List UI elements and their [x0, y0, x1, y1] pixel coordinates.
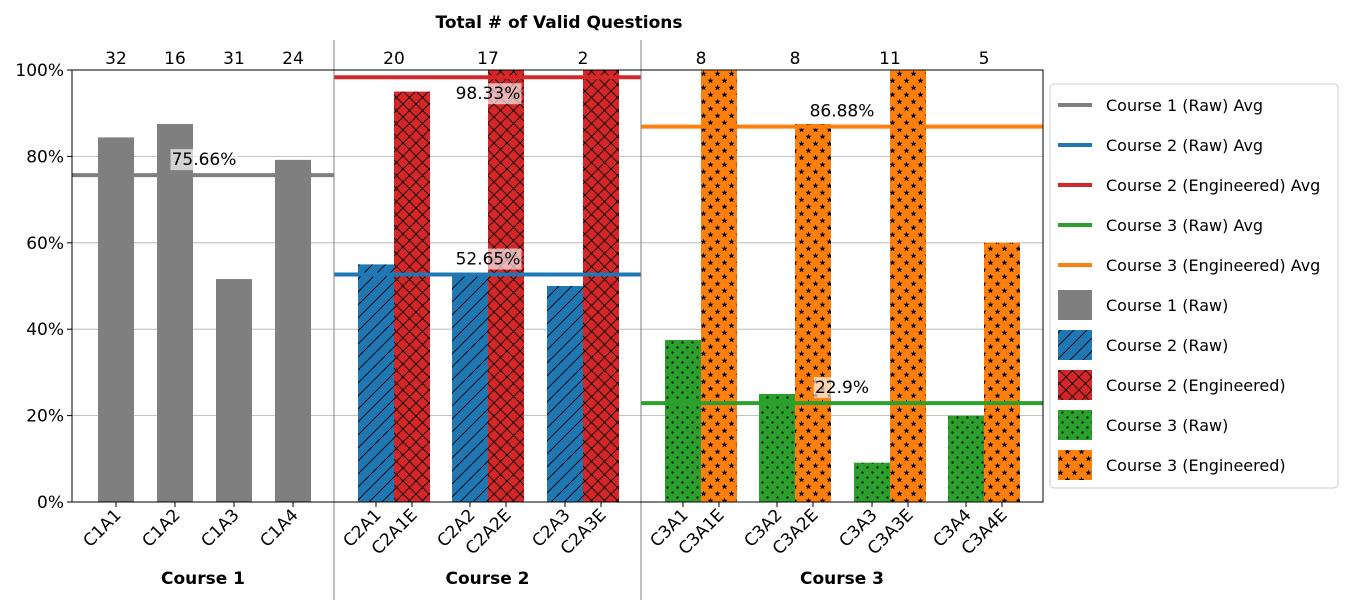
legend-label: Course 3 (Engineered)	[1106, 456, 1286, 475]
average-label: 86.88%	[810, 102, 875, 122]
legend-label: Course 3 (Raw) Avg	[1106, 216, 1263, 235]
bar-c1a1	[98, 137, 134, 502]
legend-patch-swatch	[1058, 450, 1092, 480]
average-label: 75.66%	[172, 150, 237, 170]
bar-c2a2	[452, 273, 488, 502]
bar-c3a2e	[795, 124, 831, 502]
question-count-label: 17	[477, 49, 499, 69]
question-count-label: 31	[223, 49, 245, 69]
question-count-label: 24	[282, 49, 304, 69]
legend-patch-swatch	[1058, 410, 1092, 440]
y-tick-label: 60%	[26, 234, 64, 254]
legend-label: Course 2 (Raw) Avg	[1106, 136, 1263, 155]
bar-c3a1e	[701, 70, 737, 502]
question-count-label: 11	[879, 49, 901, 69]
bar-c3a1	[665, 340, 701, 502]
bar-c3a2	[759, 394, 795, 502]
x-tick-label: C1A4	[256, 505, 302, 551]
x-tick-label: C1A3	[197, 505, 243, 551]
plot-frame	[71, 69, 1044, 503]
legend-label: Course 2 (Engineered) Avg	[1106, 176, 1320, 195]
question-count-label: 20	[383, 49, 405, 69]
legend-patch-swatch	[1058, 330, 1092, 360]
bar-c3a3e	[890, 70, 926, 502]
average-label-background	[454, 83, 522, 105]
legend-patch-swatch	[1058, 290, 1092, 320]
legend-label: Course 3 (Engineered) Avg	[1106, 256, 1320, 275]
bar-c1a4	[275, 159, 311, 502]
x-tick-label: C1A2	[138, 505, 184, 551]
group-label: Course 2	[445, 569, 529, 589]
average-label: 52.65%	[456, 250, 521, 270]
question-count-label: 32	[105, 49, 127, 69]
legend: Course 1 (Raw) Avg Course 2 (Raw) Avg Cour…	[1049, 83, 1339, 489]
average-label-background	[808, 100, 876, 122]
y-tick-label: 0%	[37, 493, 64, 513]
question-count-label: 5	[979, 49, 990, 69]
question-count-label: 8	[790, 49, 801, 69]
y-tick-label: 80%	[26, 147, 64, 167]
bar-c2a1e	[394, 91, 430, 502]
average-label-background	[170, 149, 238, 171]
legend-frame	[1049, 83, 1339, 489]
group-label: Course 1	[161, 569, 245, 589]
bar-c2a3e	[583, 70, 619, 502]
y-tick-label: 100%	[15, 61, 64, 81]
bar-c3a4e	[984, 242, 1020, 503]
plot-area: 0% 20% 40% 60% 80% 100% C1A1 32 C1A2 16 C1A3 31 C1A4…	[15, 40, 1044, 600]
average-label: 22.9%	[815, 378, 869, 398]
average-label-background	[454, 248, 522, 270]
legend-label: Course 1 (Raw)	[1106, 296, 1228, 315]
legend-label: Course 1 (Raw) Avg	[1106, 96, 1263, 115]
question-count-label: 8	[696, 49, 707, 69]
question-count-label: 16	[164, 49, 186, 69]
legend-label: Course 2 (Raw)	[1106, 336, 1228, 355]
average-label-background	[813, 377, 871, 399]
bar-c2a3	[547, 286, 583, 502]
bar-c2a2e	[488, 70, 524, 502]
bar-c1a3	[216, 279, 252, 502]
y-tick-label: 40%	[26, 320, 64, 340]
bar-c3a4	[948, 415, 984, 502]
legend-patch-swatch	[1058, 370, 1092, 400]
legend-label: Course 3 (Raw)	[1106, 416, 1228, 435]
bar-c1a2	[157, 124, 193, 502]
group-label: Course 3	[800, 569, 884, 589]
bar-c3a3	[854, 462, 890, 502]
legend-label: Course 2 (Engineered)	[1106, 376, 1286, 395]
x-tick-label: C1A1	[79, 505, 125, 551]
y-tick-label: 20%	[26, 407, 64, 427]
chart-title: Total # of Valid Questions	[435, 13, 682, 33]
average-label: 98.33%	[456, 84, 521, 104]
question-count-label: 2	[578, 49, 589, 69]
bar-c2a1	[358, 264, 394, 502]
